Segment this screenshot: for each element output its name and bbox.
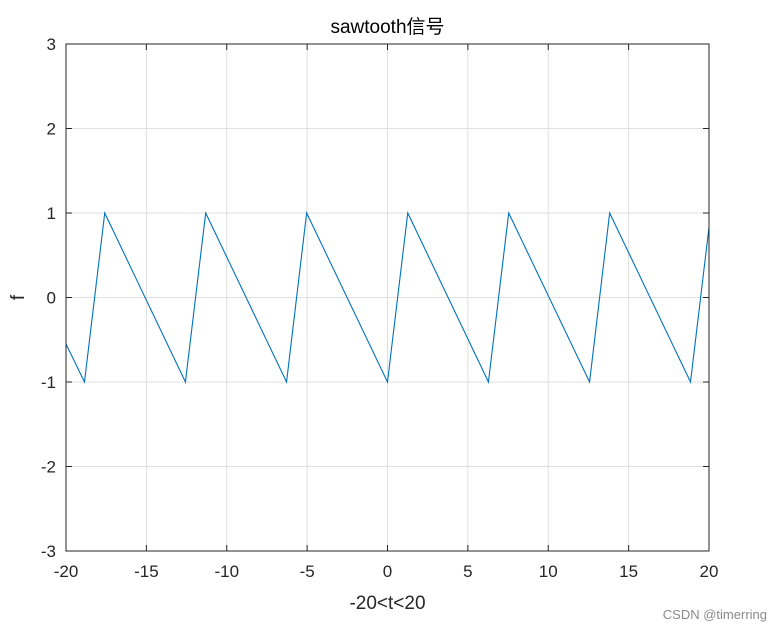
x-tick-label: -5 — [300, 562, 315, 581]
y-tick-label: -2 — [41, 458, 56, 477]
x-tick-label: -15 — [134, 562, 159, 581]
x-tick-label: 0 — [383, 562, 392, 581]
x-axis-label: -20<t<20 — [349, 593, 425, 614]
x-tick-label: -10 — [214, 562, 239, 581]
x-tick-label: 15 — [619, 562, 638, 581]
x-tick-label: 20 — [700, 562, 719, 581]
y-tick-label: -1 — [41, 373, 56, 392]
y-tick-label: 1 — [47, 204, 56, 223]
y-tick-label: 2 — [47, 120, 56, 139]
chart-title: sawtooth信号 — [330, 16, 444, 38]
y-tick-label: -3 — [41, 542, 56, 561]
grid-lines — [65, 43, 710, 552]
y-tick-label: 0 — [47, 289, 56, 308]
x-tick-label: 5 — [463, 562, 472, 581]
x-tick-label: -20 — [54, 562, 79, 581]
y-tick-label: 3 — [47, 35, 56, 54]
x-tick-label: 10 — [539, 562, 558, 581]
y-axis-label: f — [8, 294, 29, 300]
series-line — [65, 211, 710, 384]
watermark: CSDN @timerring — [662, 607, 767, 622]
series-layer — [65, 211, 710, 384]
